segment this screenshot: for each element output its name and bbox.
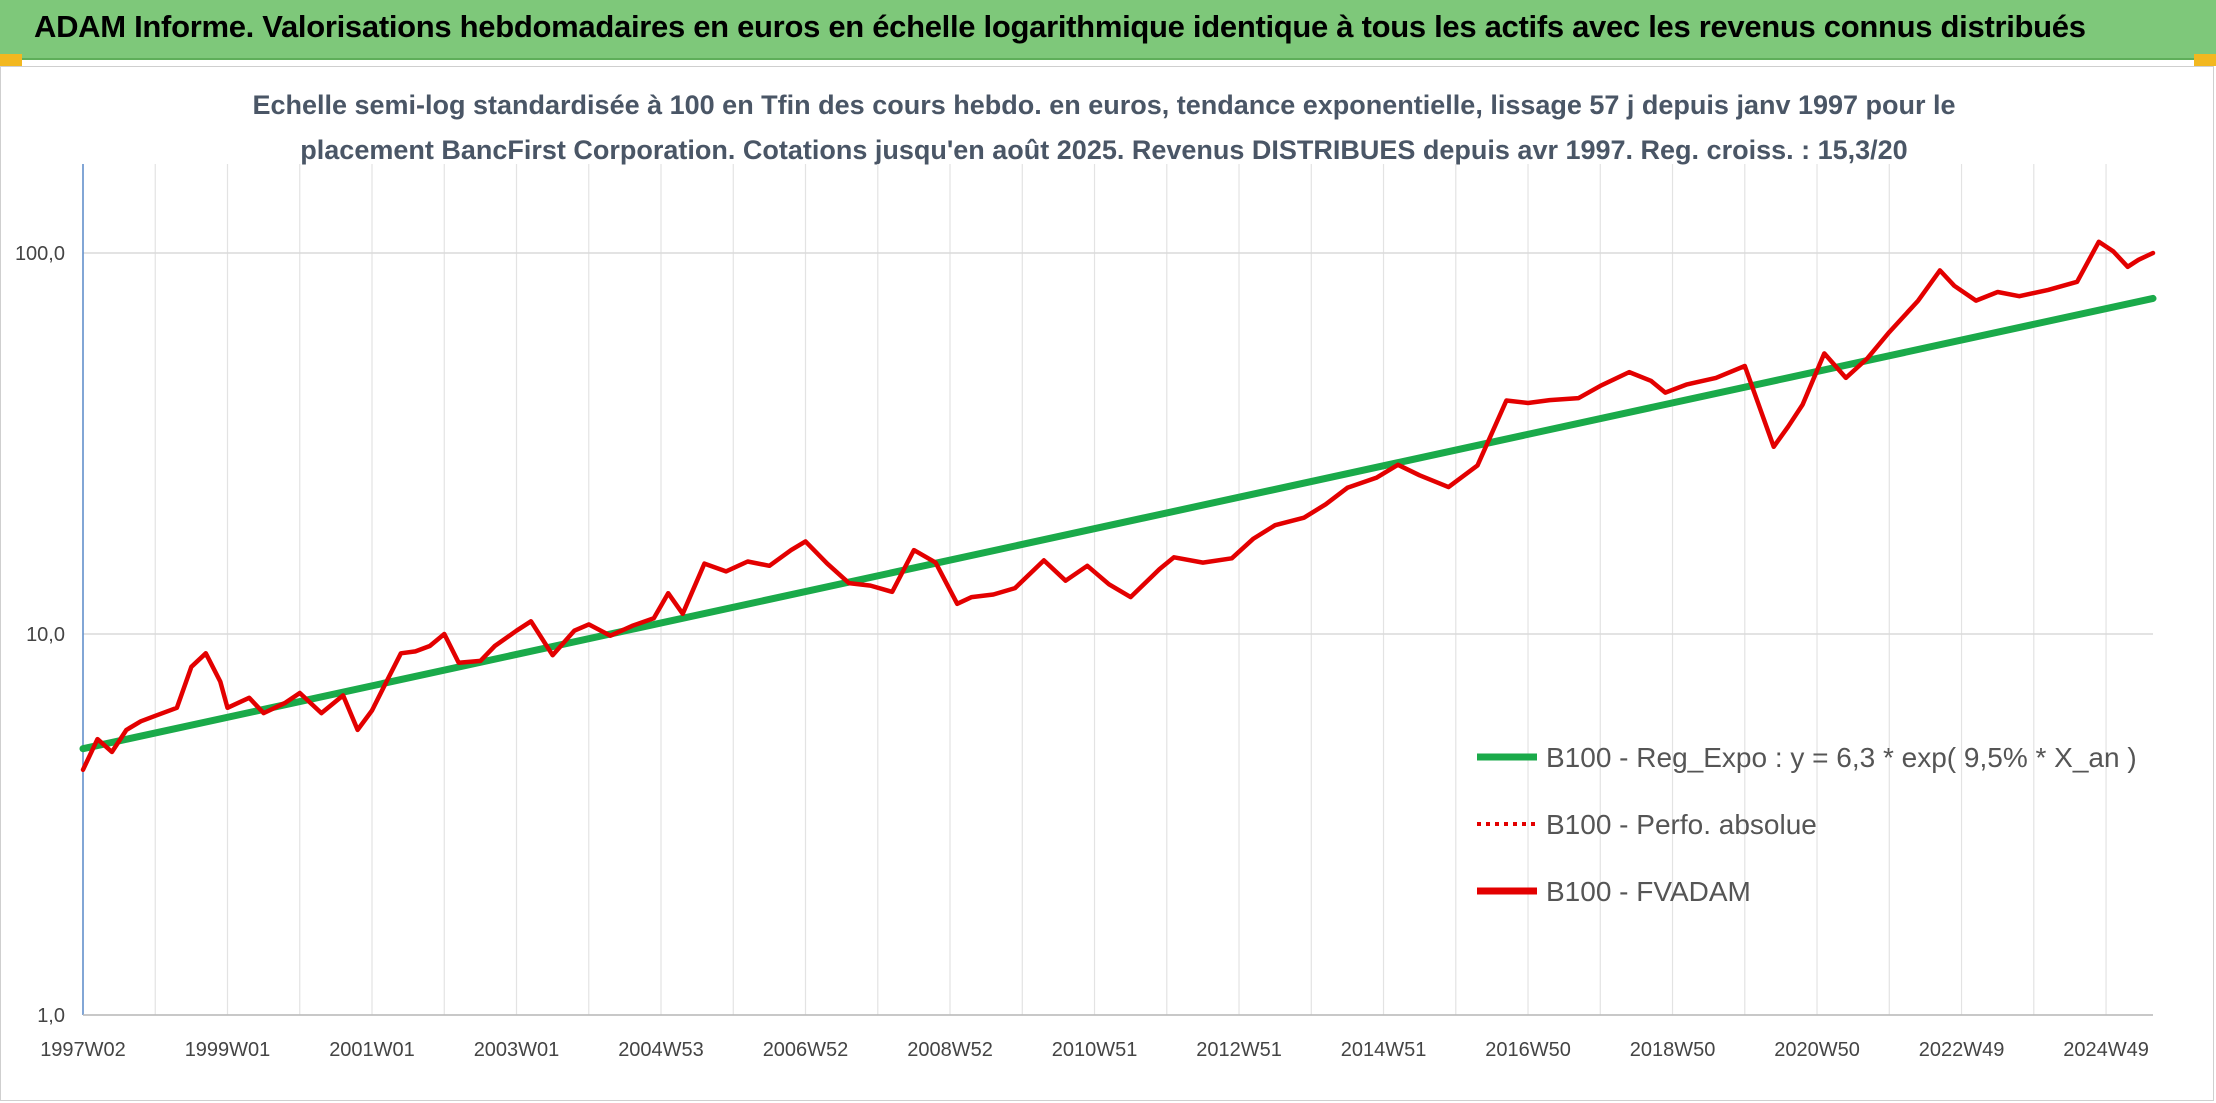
x-tick-label: 2018W50 (1630, 1039, 1716, 1061)
x-tick-label: 1997W02 (40, 1039, 126, 1061)
x-tick-label: 2006W52 (763, 1039, 849, 1061)
x-tick-label: 2012W51 (1196, 1039, 1282, 1061)
y-tick-label: 10,0 (26, 624, 65, 646)
x-tick-label: 2024W49 (2063, 1039, 2149, 1061)
corner-marker-left (0, 54, 22, 66)
x-tick-label: 2003W01 (474, 1039, 560, 1061)
legend: B100 - Reg_Expo : y = 6,3 * exp( 9,5% * … (1477, 742, 2137, 907)
x-tick-label: 2022W49 (1919, 1039, 2005, 1061)
x-tick-label: 2004W53 (618, 1039, 704, 1061)
x-tick-label: 2016W50 (1485, 1039, 1571, 1061)
x-tick-label: 1999W01 (185, 1039, 271, 1061)
report-title: ADAM Informe. Valorisations hebdomadaire… (34, 9, 2086, 44)
chart-subtitle-line-2: placement BancFirst Corporation. Cotatio… (300, 135, 1907, 165)
x-tick-label: 2020W50 (1774, 1039, 1860, 1061)
legend-entry-label: B100 - Reg_Expo : y = 6,3 * exp( 9,5% * … (1546, 742, 2137, 773)
chart-frame: Echelle semi-log standardisée à 100 en T… (0, 66, 2214, 1101)
x-tick-label: 2010W51 (1052, 1039, 1138, 1061)
series-lines (79, 239, 2157, 773)
report-header: ADAM Informe. Valorisations hebdomadaire… (0, 0, 2216, 60)
legend-entry-label: B100 - Perfo. absolue (1546, 809, 1817, 840)
corner-marker-right (2194, 54, 2216, 66)
legend-entry-label: B100 - FVADAM (1546, 876, 1751, 907)
regression-trend-line (79, 294, 2157, 753)
axes (82, 164, 2153, 1016)
y-tick-label: 1,0 (37, 1005, 65, 1027)
x-tick-label: 2014W51 (1341, 1039, 1427, 1061)
tick-labels: 1,0 10,0 100,0 1997W02 1999W01 2001W01 2003W01… (15, 243, 2149, 1061)
chart-subtitle-line-1: Echelle semi-log standardisée à 100 en T… (252, 90, 1955, 120)
y-tick-label: 100,0 (15, 243, 65, 265)
semilog-line-chart: Echelle semi-log standardisée à 100 en T… (15, 90, 2157, 1061)
x-tick-label: 2008W52 (907, 1039, 993, 1061)
x-tick-label: 2001W01 (329, 1039, 415, 1061)
fvadam-price-line (80, 239, 2156, 773)
